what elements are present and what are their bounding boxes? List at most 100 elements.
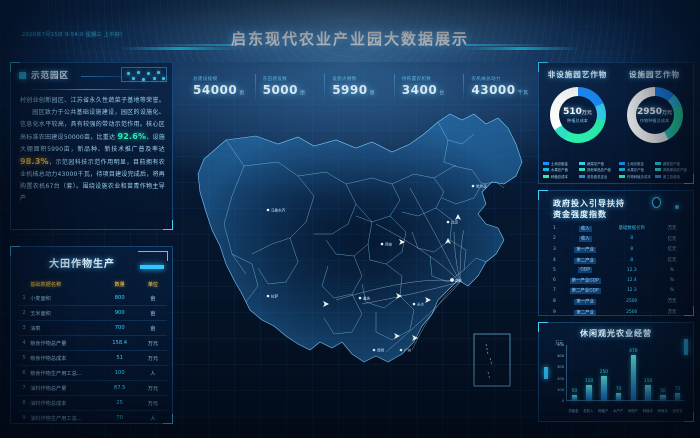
row-unit: %	[669, 267, 675, 273]
bar-column[interactable]: 150	[585, 345, 594, 400]
city-marker[interactable]	[412, 302, 416, 306]
table-row[interactable]: 6 粮食作物生产用工总... 100 人	[18, 365, 167, 381]
legend-item[interactable]: 用工总费用	[655, 174, 691, 179]
table-row[interactable]: 4 粮食作物总产量 158.4 万元	[18, 335, 167, 351]
legend-item[interactable]: 蔬菜总产值	[579, 161, 615, 166]
legend-item[interactable]: 土地总租金	[619, 161, 655, 166]
row-unit: 万元	[667, 310, 677, 316]
field-crop-table-body: 1 小麦面积 800 亩 2 玉米面积 900 亩 3 油菜 700 亩 4 粮食作物总产量 158.4 万元…	[18, 291, 167, 425]
bar-column[interactable]: 250	[599, 345, 608, 400]
city-marker[interactable]	[446, 220, 450, 224]
china-map[interactable]: 乌鲁木齐 哈尔滨 北京 西安 拉萨 重庆 长沙 启东 昆明 广州	[186, 104, 534, 410]
highlight-percent-2: 98.3%	[20, 157, 49, 166]
table-row[interactable]: 3 第一产业 8 亿元	[547, 244, 689, 255]
bar-column[interactable]: 150	[644, 345, 653, 400]
gov-investment-table: 1 收入 基础数据名称 万元 2 收入 8 亿元 3 第一产业 8 亿元 4 第二产业 8 亿元 5 GDP 12.…	[547, 223, 689, 317]
table-row[interactable]: 4 第二产业 8 亿元	[547, 255, 689, 266]
donut-chart[interactable]: 2950万元 作物种植总成本	[626, 87, 683, 143]
table-row[interactable]: 9 第二产业 2500 万元	[547, 307, 689, 318]
body-paragraph-2a: 园区致力于公共基础设施建设，园区的设施化、信息化水平较高，具有较强的带动示范作用…	[20, 109, 166, 141]
city-marker[interactable]	[358, 296, 362, 300]
donut-chart[interactable]: 510万元 种植总成本	[549, 87, 606, 143]
bar-columns: 50 150 250 70 470 150 50 75	[566, 345, 685, 401]
legend-item[interactable]: 蔬菜总产值	[655, 161, 691, 166]
legend-label: 作物种植总成本	[627, 174, 651, 179]
legend-item[interactable]: 其他单品总产值	[655, 167, 691, 172]
stat-unit: 亩	[300, 90, 306, 96]
y-tick: 400	[557, 354, 564, 359]
bar-column[interactable]: 50	[570, 345, 579, 400]
bar-value: 75	[674, 386, 681, 392]
row-unit: 亩	[138, 305, 167, 321]
y-tick: 200	[557, 376, 564, 381]
legend-swatch	[543, 161, 549, 165]
header-rule	[81, 76, 139, 77]
table-row[interactable]: 5 GDP 12.3%	[547, 265, 689, 275]
donut-title: 非设施园艺作物	[547, 70, 608, 79]
y-tick: 500	[557, 343, 564, 347]
table-row[interactable]: 6 第一产业GDP 12.4%	[547, 275, 689, 286]
stat-label: 待购置农机数	[401, 77, 432, 82]
field-crop-title: 大田作物生产	[49, 259, 115, 270]
bar-rect	[630, 354, 637, 400]
bar-column[interactable]: 470	[629, 345, 638, 400]
row-name: 第一产业GDP	[569, 277, 601, 284]
legend-swatch	[579, 168, 585, 171]
bar-column[interactable]: 50	[658, 345, 667, 400]
horticulture-donuts-panel: 非设施园艺作物 510万元 种植总成本 设施园艺作物 2950万元 作物种植总成本 土地总租…	[538, 62, 694, 184]
row-name: 第一产业	[574, 298, 596, 305]
legend-item[interactable]: 劳务费总支出	[579, 174, 615, 179]
legend-swatch	[655, 161, 661, 165]
legend-item[interactable]: 种植总成本	[543, 174, 579, 179]
table-row[interactable]: 8 油料作物总成本 25 万元	[18, 395, 167, 411]
table-row[interactable]: 5 粮食作物总成本 51 万元	[18, 350, 167, 366]
stat-card: 农田建设数 5000 亩	[256, 74, 326, 104]
south-sea-inset	[473, 333, 511, 387]
legend-label: 土地总租金	[627, 161, 644, 166]
stat-label: 农田建设数	[262, 77, 288, 82]
legend-item[interactable]: 作物种植总成本	[619, 174, 655, 179]
bar-rect	[674, 392, 681, 400]
stat-value: 5990 亩	[332, 83, 376, 97]
bar-column[interactable]: 70	[614, 345, 623, 400]
body-paragraph-1: 村创业创新园区、江苏省永久性蔬菜子基地等荣誉。	[20, 97, 165, 104]
row-unit: 亿元	[667, 236, 677, 242]
table-row[interactable]: 2 收入 8 亿元	[547, 234, 689, 245]
table-row[interactable]: 1 小麦面积 800 亩	[18, 291, 167, 306]
legend-item[interactable]: 水果总产值	[543, 167, 579, 172]
legend-swatch	[619, 161, 625, 165]
legend-item[interactable]: 水果总产值	[619, 167, 655, 172]
y-tick: 100	[557, 387, 564, 392]
legend-label: 水果总产值	[627, 168, 644, 172]
table-row[interactable]: 7 第二产业GDP 12.3%	[547, 286, 689, 297]
title-bar-right	[460, 47, 580, 50]
table-row[interactable]: 8 第一产业 2500 万元	[547, 296, 689, 307]
table-row[interactable]: 1 收入 基础数据名称 万元	[547, 223, 689, 234]
row-unit: %	[669, 288, 675, 294]
y-tick: 300	[557, 365, 564, 370]
bar-rect	[660, 395, 666, 400]
city-marker[interactable]	[471, 184, 475, 188]
page-title: 启东现代农业产业园大数据展示	[230, 30, 469, 48]
leisure-agri-title: 休闲观光农业经营	[580, 329, 652, 338]
city-marker[interactable]	[380, 242, 384, 246]
legend-label: 其他单品总产值	[663, 168, 687, 172]
table-row[interactable]: 9 油料作物生产用工总... 70 人	[18, 410, 167, 425]
bar-column[interactable]: 75	[673, 345, 682, 400]
city-marker[interactable]	[266, 208, 270, 212]
row-unit: 万元	[138, 395, 167, 411]
city-marker[interactable]	[399, 348, 403, 352]
donut-caption: 种植总成本	[567, 117, 588, 123]
city-marker[interactable]	[450, 278, 454, 282]
legend-item[interactable]: 土地总租金	[543, 161, 579, 166]
table-row[interactable]: 2 玉米面积 900 亩	[18, 305, 167, 321]
table-row[interactable]: 7 油料作物总产量 87.5 万元	[18, 380, 167, 396]
legend-swatch	[655, 168, 661, 171]
square-bullet-icon	[19, 71, 26, 79]
city-marker[interactable]	[266, 294, 270, 298]
donut-column: 非设施园艺作物 510万元 种植总成本	[539, 69, 616, 143]
legend-item[interactable]: 其他单品总产值	[579, 167, 615, 172]
table-row[interactable]: 3 油菜 700 亩	[18, 320, 167, 336]
row-unit: %	[669, 277, 675, 283]
city-marker[interactable]	[372, 348, 376, 352]
